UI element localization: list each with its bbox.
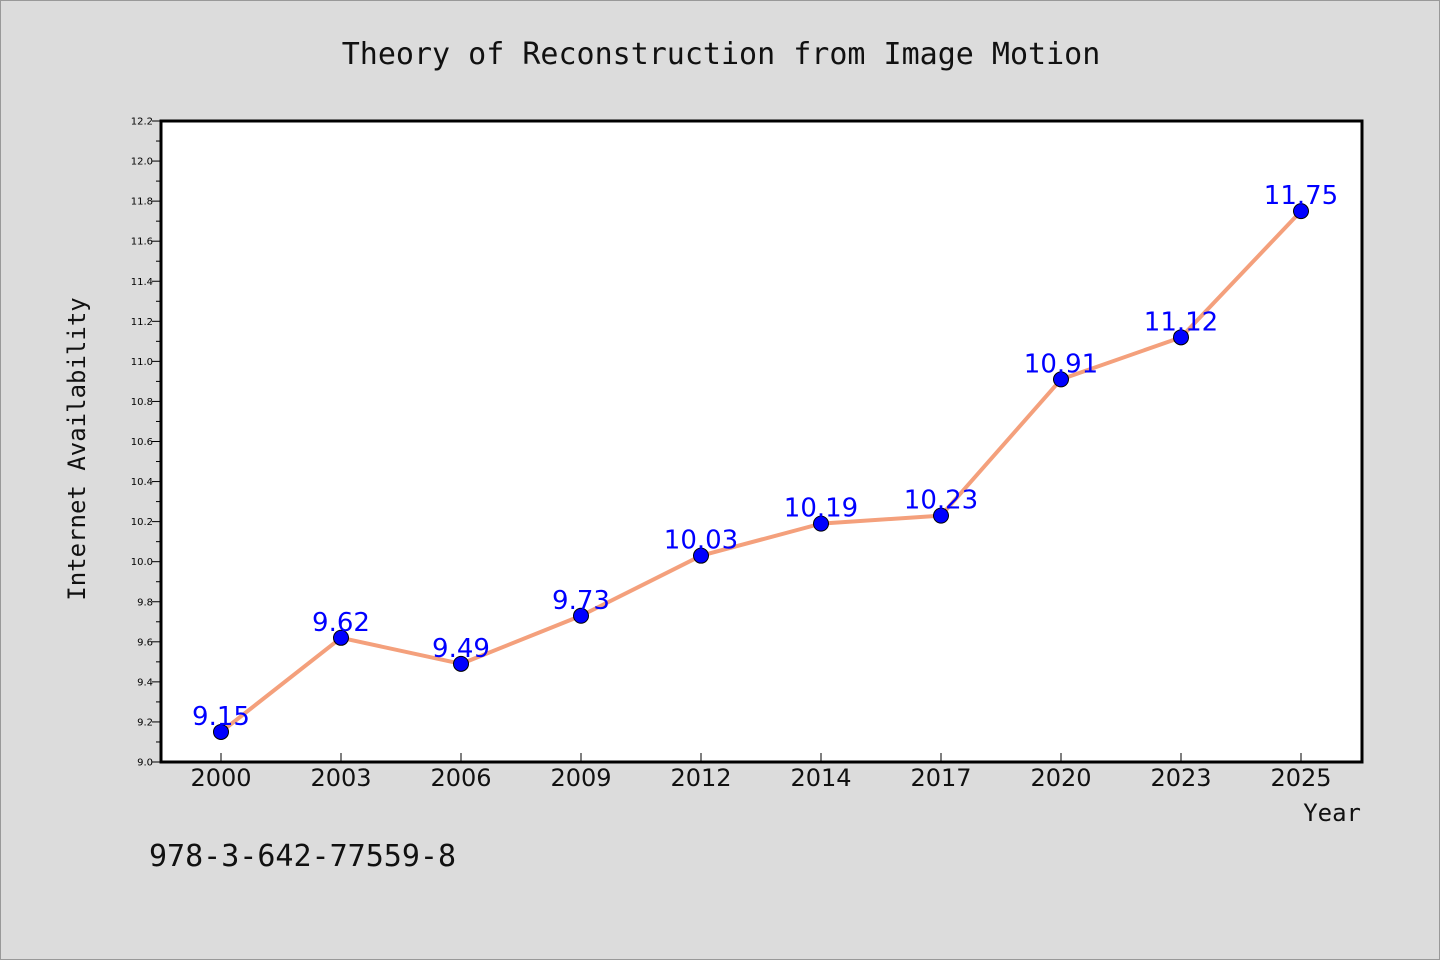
y-tick-label: 12.0 [131,157,153,168]
data-label: 9.15 [192,702,250,732]
y-tick-label: 9.2 [137,717,153,728]
data-label: 11.75 [1264,181,1338,211]
y-tick-label: 10.6 [131,437,153,448]
y-axis: 9.0 9.2 9.4 9.6 9.8 10.0 10.2 10.4 10.6 10.8 11.0 1… [131,117,161,769]
data-point [933,507,949,524]
data-label: 11.12 [1144,307,1218,337]
data-point [813,515,829,532]
x-tick-label: 2000 [190,764,251,792]
y-tick-label: 10.0 [131,557,153,568]
y-tick-label: 11.4 [131,277,153,288]
data-label: 9.73 [552,586,610,616]
x-tick-label: 2006 [430,764,491,792]
x-tick-label: 2020 [1030,764,1091,792]
y-tick-label: 9.8 [137,597,153,608]
data-label: 9.49 [432,634,490,664]
data-point [1053,371,1069,388]
isbn-annotation: 978-3-642-77559-8 [149,839,456,874]
x-tick-label: 2014 [790,764,851,792]
data-label: 10.91 [1024,349,1098,379]
y-tick-label: 11.6 [131,237,153,248]
y-tick-label: 12.2 [131,117,153,128]
plot-area [159,119,1364,764]
series-layer: 9.15 9.62 9.49 9.73 10.03 10.19 10.23 10.91 11.1… [192,181,1338,740]
data-point [453,655,469,672]
data-point [1293,203,1309,220]
y-tick-label: 9.4 [137,677,153,688]
data-label: 10.03 [664,526,738,556]
data-label: 10.19 [784,494,858,524]
x-tick-label: 2025 [1270,764,1331,792]
x-axis-label: Year [1303,799,1361,827]
chart-title: Theory of Reconstruction from Image Moti… [342,37,1101,72]
y-tick-label: 10.4 [131,477,153,488]
y-tick-label: 10.8 [131,397,153,408]
data-point [333,629,349,646]
y-axis-label: Internet Availability [63,297,91,600]
series-line [219,209,1303,734]
data-label: 10.23 [904,486,978,516]
data-label: 9.62 [312,608,370,638]
x-tick-label: 2023 [1150,764,1211,792]
x-tick-label: 2012 [670,764,731,792]
y-tick-label: 11.0 [131,357,153,368]
y-tick-label: 11.8 [131,197,153,208]
x-axis: 2000 2003 2006 2009 2012 2014 2017 2020 2023 2025 [190,753,1332,792]
y-tick-label: 10.2 [131,517,153,528]
data-point [693,547,709,564]
x-tick-label: 2017 [910,764,971,792]
y-tick-label: 9.6 [137,637,153,648]
x-tick-label: 2009 [550,764,611,792]
y-tick-label: 11.2 [131,317,153,328]
y-tick-label: 9.0 [137,758,153,769]
data-point [213,723,229,740]
data-point [1173,329,1189,346]
x-tick-label: 2003 [310,764,371,792]
data-point [573,607,589,624]
